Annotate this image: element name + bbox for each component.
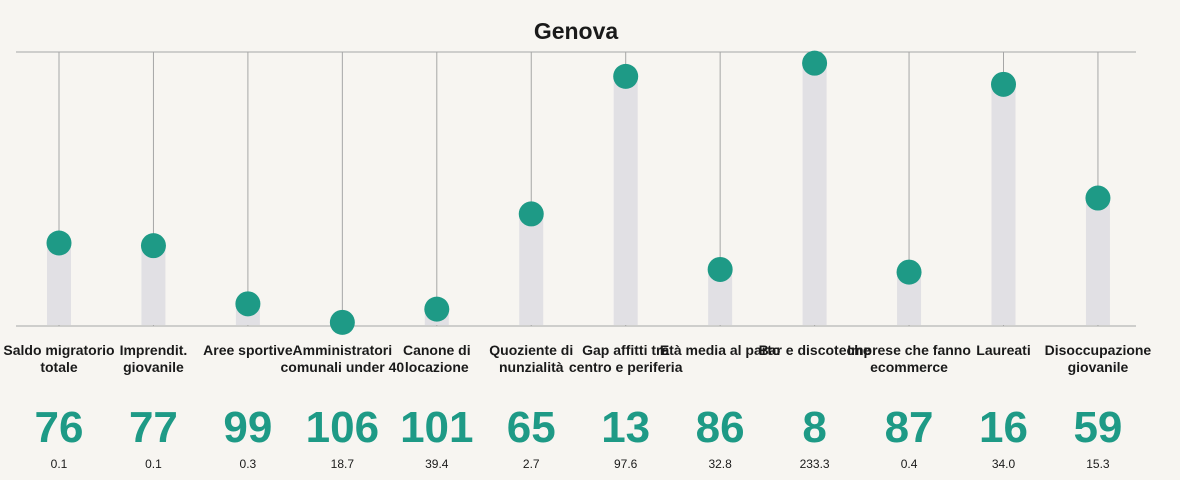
indicator-value: 32.8 <box>708 457 732 471</box>
score-dot <box>329 309 355 335</box>
category-label: Laureati <box>976 342 1031 358</box>
score-bar <box>802 63 827 326</box>
indicator-value: 233.3 <box>799 457 830 471</box>
indicator-value: 0.3 <box>239 457 257 471</box>
category-label: Imprendit. giovanile <box>119 342 188 375</box>
score-bar <box>1085 198 1110 325</box>
score-dot <box>46 230 72 256</box>
category-label: Gap affitti tra centro e periferia <box>568 342 683 375</box>
indicator-value: 97.6 <box>614 457 638 471</box>
score-bar <box>991 84 1016 326</box>
indicator-value: 34.0 <box>991 457 1016 471</box>
category-label: Canone di locazione <box>402 342 471 375</box>
score-dot <box>991 71 1016 97</box>
rank-number: 99 <box>223 403 273 452</box>
indicator-value: 0.1 <box>50 457 68 471</box>
score-bar <box>519 213 544 325</box>
category-label: Quoziente di nunzialità <box>489 342 574 375</box>
indicator-value: 0.4 <box>900 457 918 471</box>
score-dot <box>802 50 828 76</box>
rank-number: 77 <box>128 403 178 452</box>
rank-number: 76 <box>34 403 84 452</box>
rank-number: 87 <box>884 403 934 452</box>
score-dot <box>707 256 733 282</box>
rank-number: 65 <box>506 403 556 452</box>
score-dot <box>518 201 544 227</box>
chart-title: Genova <box>533 18 619 44</box>
rank-number: 59 <box>1073 403 1123 452</box>
score-bar <box>141 245 166 325</box>
indicator-value: 15.3 <box>1086 457 1110 471</box>
indicator-value: 0.1 <box>145 457 162 471</box>
score-bar <box>613 76 638 325</box>
category-label: Bar e discoteche <box>758 342 871 358</box>
rank-number: 8 <box>802 403 827 452</box>
category-label: Saldo migratorio totale <box>3 342 115 375</box>
rank-number: 16 <box>979 403 1028 452</box>
category-label: Amministratori comunali under 40 <box>280 342 405 375</box>
category-label: Disoccupazione giovanile <box>1044 342 1152 375</box>
rank-number: 13 <box>601 403 651 452</box>
score-dot <box>1085 185 1111 211</box>
score-dot <box>613 63 639 89</box>
indicator-value: 39.4 <box>425 457 449 471</box>
category-label: Età media al parto <box>659 342 781 358</box>
score-dot <box>235 291 261 317</box>
category-label: Imprese che fanno ecommerce <box>847 342 971 375</box>
rank-number: 86 <box>695 403 745 452</box>
score-dot <box>140 233 166 259</box>
score-dot <box>424 296 450 322</box>
indicator-value: 2.7 <box>522 457 540 471</box>
rank-number: 106 <box>305 403 380 452</box>
rank-number: 101 <box>400 403 474 452</box>
score-bar <box>47 243 71 325</box>
indicator-value: 18.7 <box>330 457 355 471</box>
score-dot <box>896 259 922 285</box>
category-label: Aree sportive <box>203 342 293 358</box>
